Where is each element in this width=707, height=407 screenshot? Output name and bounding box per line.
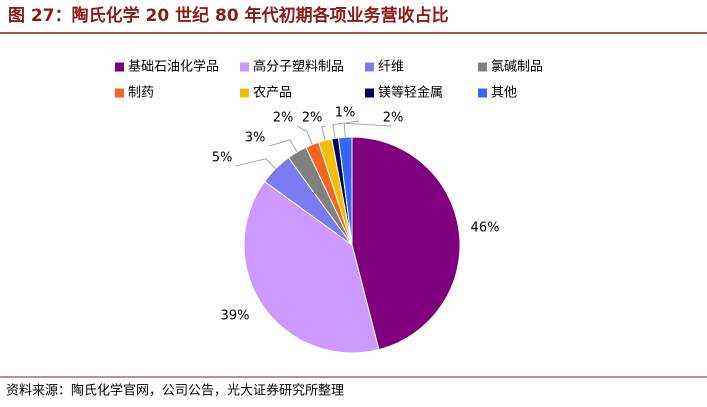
leader-line (321, 125, 327, 141)
legend-label: 其他 (491, 86, 517, 101)
pie-slice (351, 136, 461, 351)
data-label: 5% (212, 151, 233, 166)
source-note: 资料来源：陶氏化学官网，公司公告，光大证券研究所整理 (6, 383, 344, 399)
legend-swatch (365, 62, 374, 72)
data-label: 46% (471, 221, 500, 236)
pie-slice (243, 180, 380, 354)
data-label: 39% (221, 309, 250, 324)
leader-line (235, 158, 276, 169)
data-label: 1% (335, 106, 356, 121)
legend-label: 氯碱制品 (491, 60, 543, 75)
leader-line (296, 125, 313, 145)
legend-swatch (115, 62, 124, 72)
chart-title: 图 27：陶氏化学 20 世纪 80 年代初期各项业务营收占比 (8, 5, 449, 26)
legend-swatch (478, 62, 487, 72)
legend-swatch (240, 62, 249, 72)
legend-label: 基础石油化学品 (128, 59, 219, 75)
data-label: 3% (245, 131, 266, 146)
leader-line (332, 120, 360, 139)
leader-line (268, 139, 298, 153)
legend-label: 制药 (128, 86, 154, 101)
leader-line (343, 122, 392, 138)
legend-label: 纤维 (378, 60, 404, 75)
legend-label: 高分子塑料制品 (253, 59, 344, 75)
legend-swatch (115, 88, 124, 98)
pie-slice (337, 136, 353, 246)
legend-swatch (365, 88, 374, 98)
data-label: 2% (302, 111, 323, 126)
legend-label: 镁等轻金属 (378, 85, 443, 101)
legend-swatch (240, 88, 249, 98)
data-label: 2% (273, 111, 294, 126)
legend-swatch (478, 88, 487, 98)
legend-label: 农产品 (253, 86, 292, 101)
data-label: 2% (383, 111, 404, 126)
